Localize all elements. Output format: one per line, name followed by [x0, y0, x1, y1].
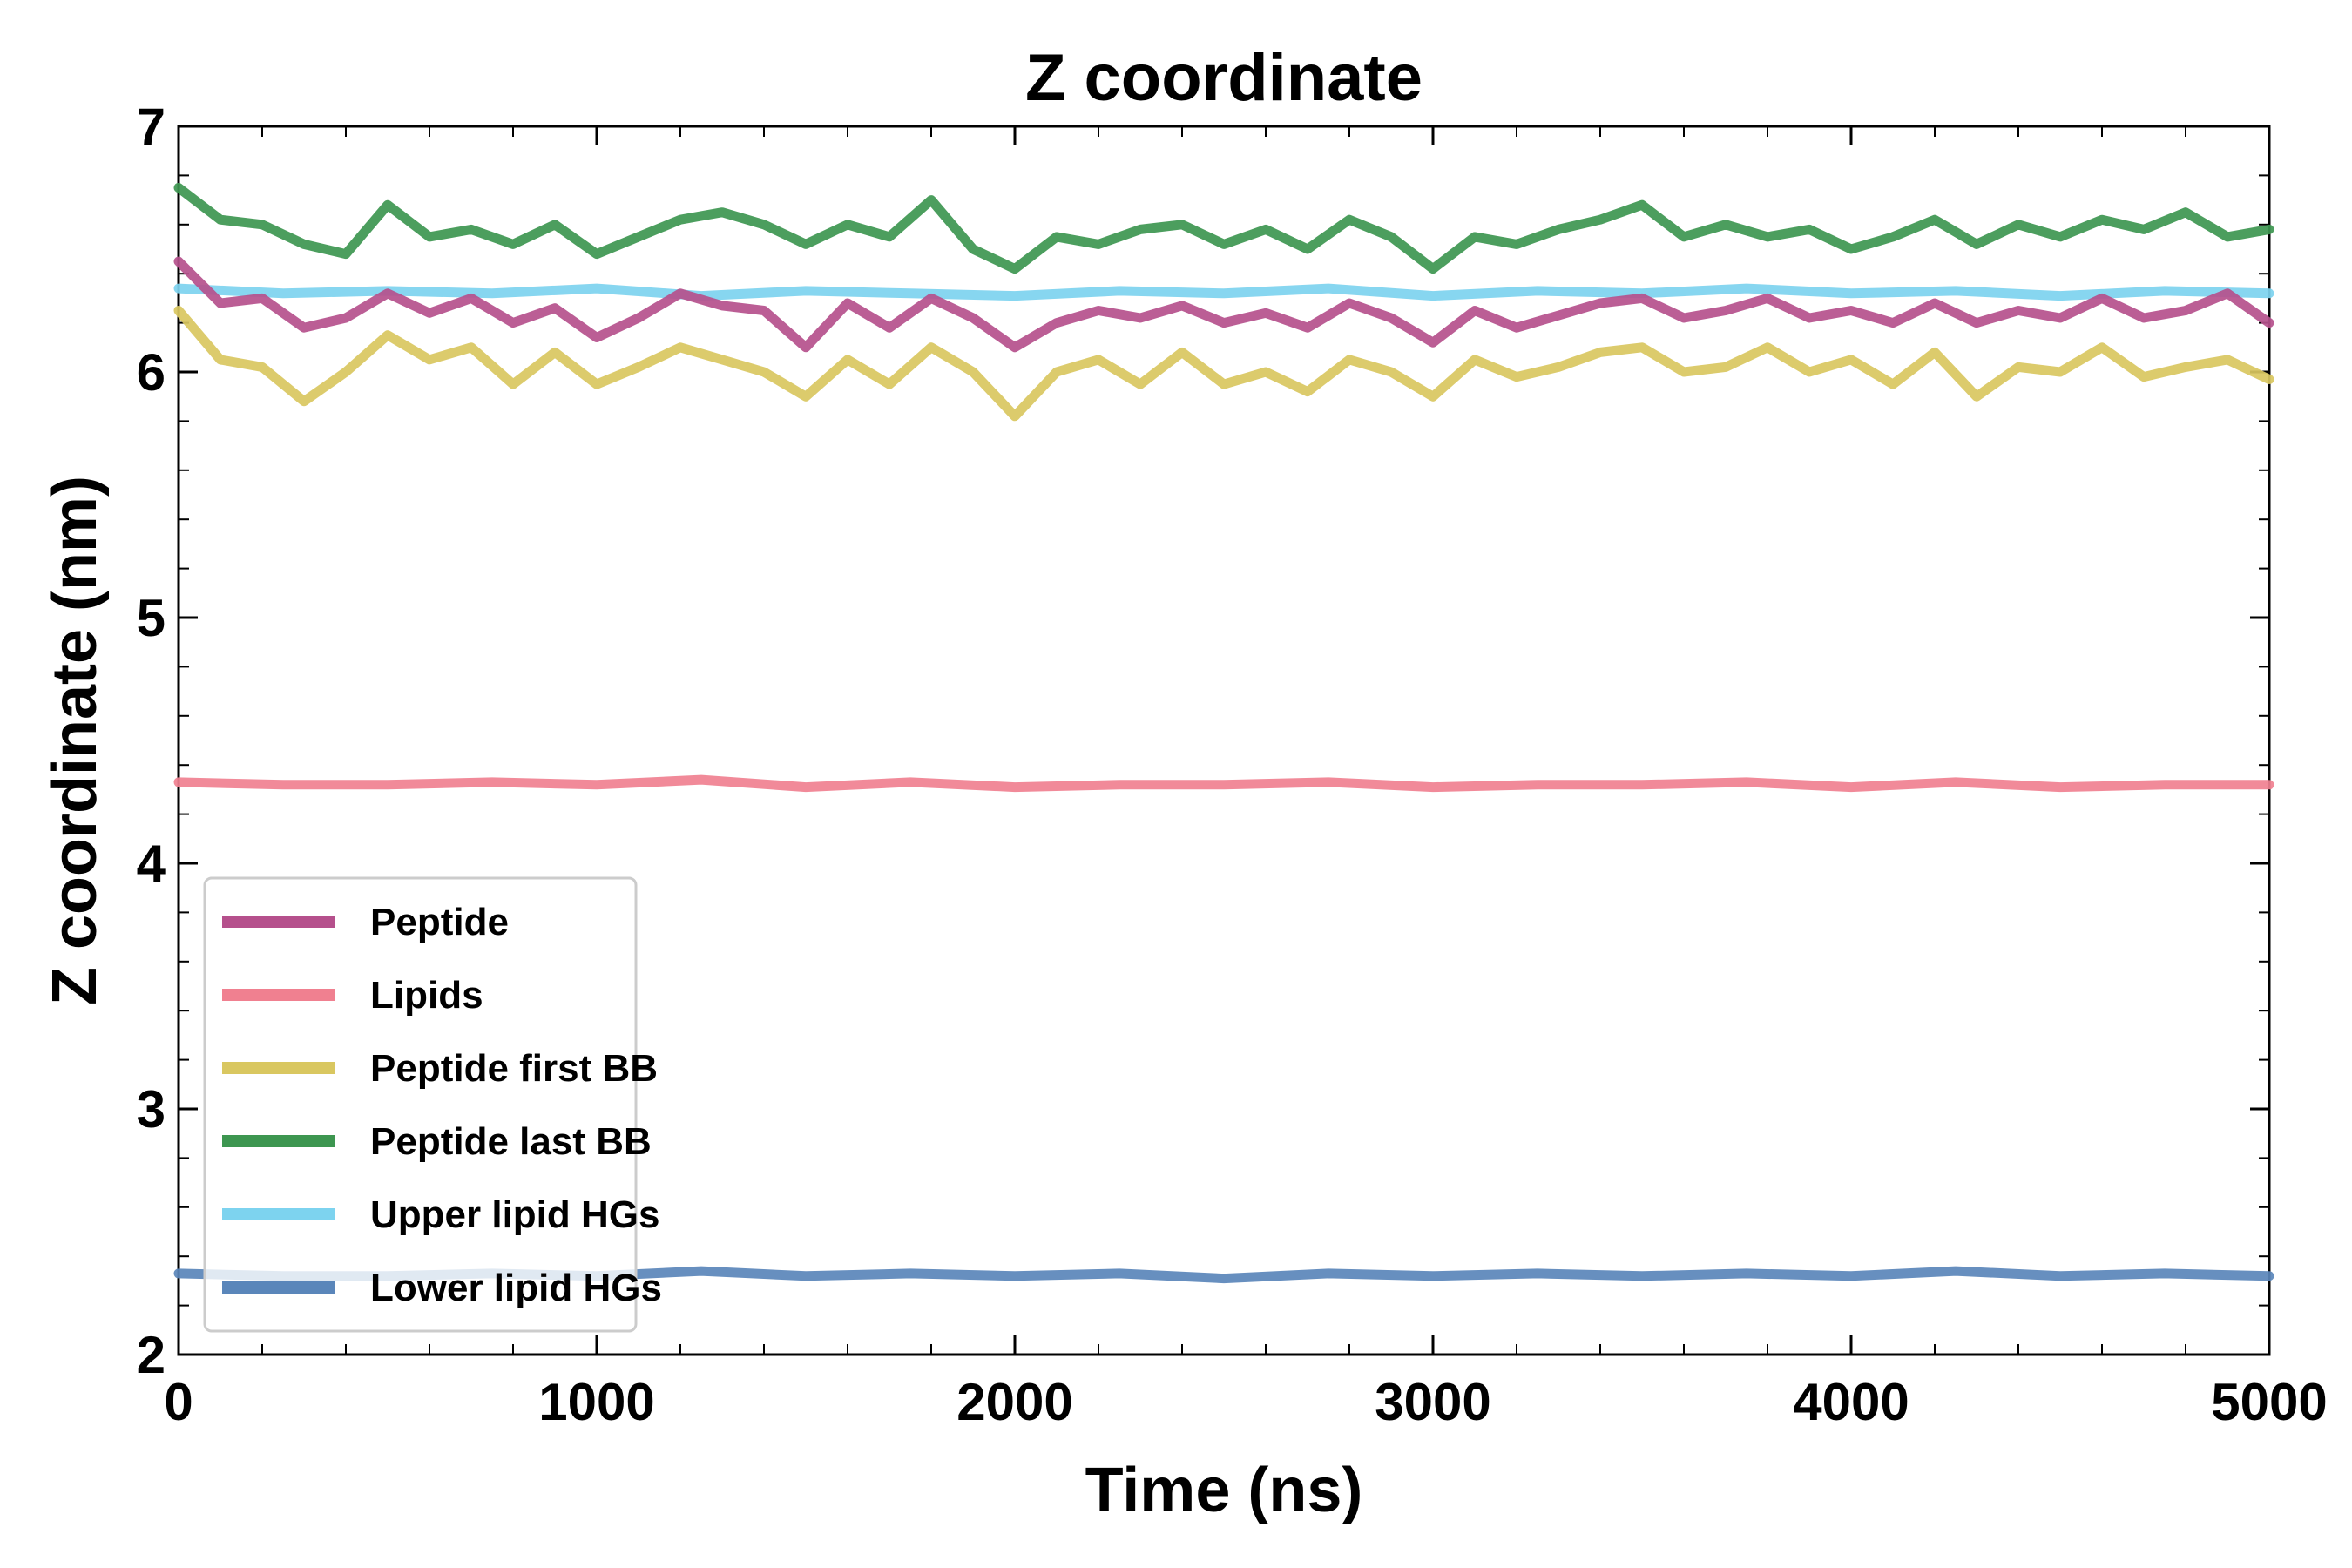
- y-axis-label: Z coordinate (nm): [40, 476, 110, 1005]
- y-tick-label: 4: [137, 835, 166, 893]
- y-tick-label: 6: [137, 343, 166, 402]
- y-tick-label: 3: [137, 1080, 166, 1139]
- x-axis-label: Time (ns): [1085, 1456, 1363, 1525]
- plot-frame: [177, 125, 2271, 1356]
- y-tick-label: 7: [137, 98, 166, 156]
- y-tick-label: 2: [137, 1326, 166, 1384]
- series-line-lipids: [173, 774, 2274, 793]
- x-tick-label: 2000: [956, 1373, 1072, 1431]
- x-tick-label: 1000: [538, 1373, 654, 1431]
- x-tick-label: 4000: [1793, 1373, 1909, 1431]
- legend-label: Peptide first BB: [370, 1047, 658, 1090]
- chart-title: Z coordinate: [1025, 41, 1423, 115]
- y-tick-label: 5: [137, 589, 166, 647]
- x-tick-label: 5000: [2211, 1373, 2327, 1431]
- tick-labels: 0 1000 2000 3000 4000 5000 2 3 4 5 6 7: [137, 98, 2328, 1431]
- series-line-peptide-first-bb: [173, 306, 2274, 422]
- ticks: [177, 125, 2271, 1356]
- legend-label: Lower lipid HGs: [370, 1267, 662, 1309]
- legend-label: Peptide: [370, 901, 509, 943]
- x-tick-label: 3000: [1375, 1373, 1490, 1431]
- legend-label: Peptide last BB: [370, 1120, 652, 1163]
- series-line-upper-lipid-hgs: [173, 283, 2274, 301]
- x-tick-label: 0: [164, 1373, 193, 1431]
- series-line-peptide: [173, 256, 2274, 353]
- plot-area: [177, 125, 2271, 1356]
- series-line-peptide-last-bb: [173, 183, 2274, 274]
- legend: Peptide Lipids Peptide first BB Peptide las…: [203, 876, 662, 1333]
- series-layer: [173, 183, 2274, 1284]
- legend-label: Upper lipid HGs: [370, 1193, 659, 1236]
- legend-label: Lipids: [370, 974, 483, 1017]
- legend-frame: [203, 876, 638, 1333]
